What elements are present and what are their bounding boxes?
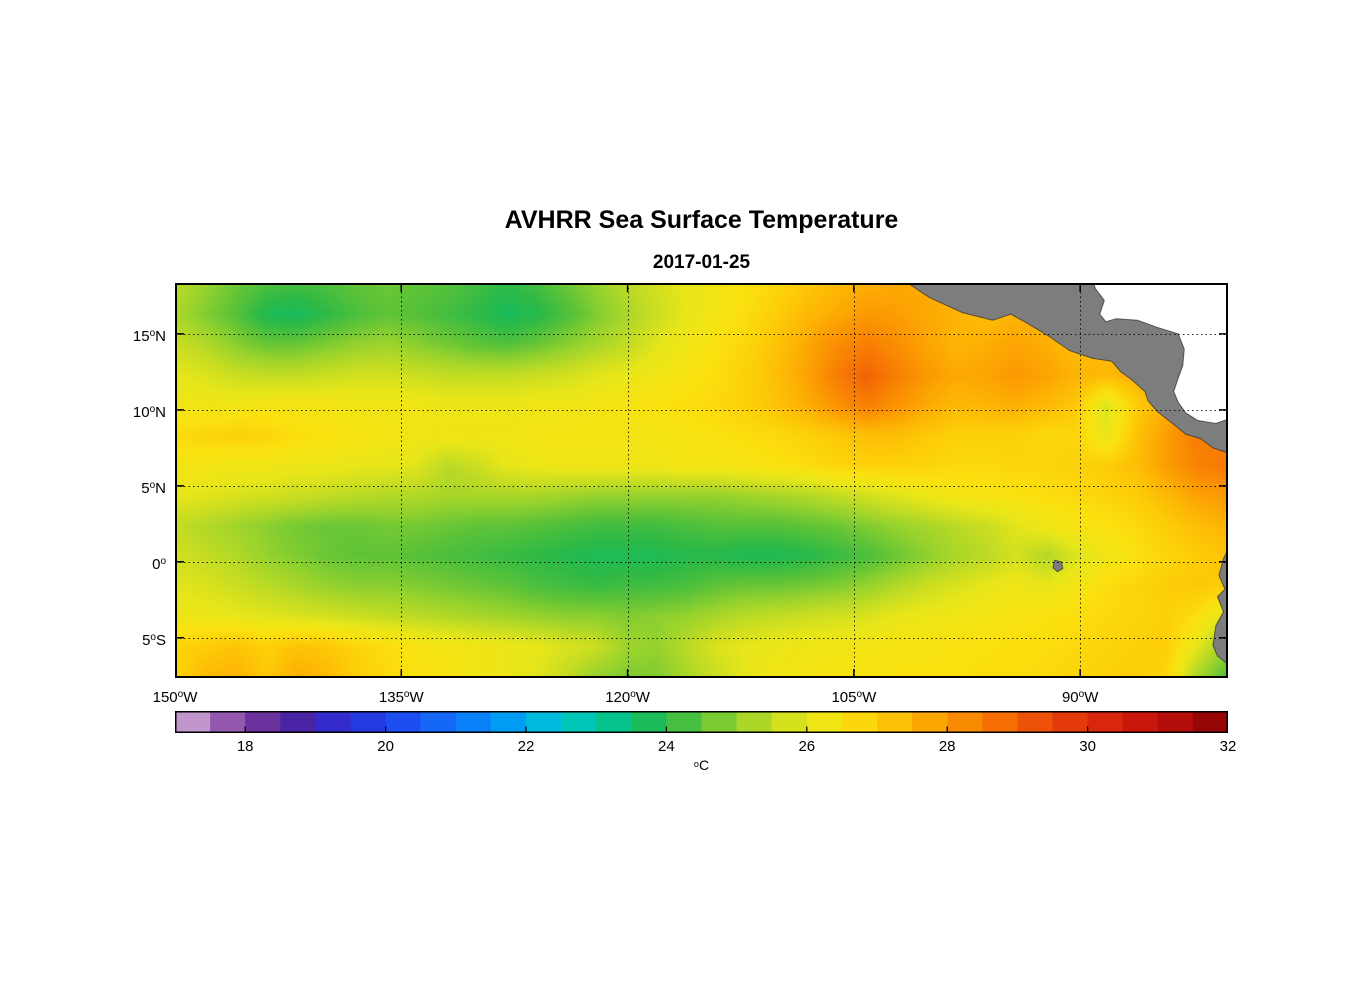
unit-letter: C	[698, 757, 710, 773]
x-tick-label: 120oW	[583, 686, 673, 707]
tick-text: N	[155, 327, 166, 345]
chart-title: AVHRR Sea Surface Temperature	[504, 206, 899, 234]
tick-text: N	[155, 479, 166, 497]
colorbar-tick-label: 24	[658, 738, 675, 755]
sst-heatmap-canvas	[175, 283, 1228, 678]
colorbar-tick-label: 20	[377, 738, 394, 755]
degree-mark: o	[1078, 689, 1085, 700]
x-tick-label: 150oW	[130, 686, 220, 707]
colorbar-tick-label: 22	[517, 738, 535, 755]
degree-mark: o	[149, 403, 156, 415]
tick-text: 10	[132, 403, 150, 421]
degree-mark: o	[693, 759, 699, 769]
colorbar-unit-label: oC	[175, 757, 1228, 773]
degree-mark: o	[177, 689, 184, 700]
tick-text: 5	[142, 631, 151, 649]
y-tick-label: 5oN	[102, 477, 166, 498]
degree-mark: o	[630, 689, 636, 700]
colorbar-tick-label: 26	[798, 738, 816, 755]
colorbar-tick-label: 30	[1079, 738, 1096, 755]
tick-text: W	[862, 689, 877, 706]
colorbar-tick-label: 18	[236, 738, 254, 755]
tick-text: 150	[152, 689, 178, 706]
colorbar-canvas	[175, 711, 1228, 733]
tick-text: 15	[132, 327, 150, 345]
x-tick-label: 135oW	[356, 686, 446, 707]
degree-mark: o	[149, 479, 156, 491]
tick-text: W	[183, 689, 198, 706]
tick-text: 135	[378, 689, 404, 706]
degree-mark: o	[149, 327, 156, 339]
degree-mark: o	[160, 555, 166, 567]
tick-text: 120	[605, 689, 631, 706]
degree-mark: o	[856, 689, 863, 700]
tick-text: W	[635, 689, 650, 706]
tick-text: W	[1084, 689, 1099, 706]
tick-text: 105	[831, 689, 857, 706]
y-tick-label: 15oN	[102, 325, 166, 346]
y-tick-label: 0o	[102, 553, 166, 574]
chart-date-subtitle: 2017-01-25	[652, 252, 751, 273]
x-tick-label: 90oW	[1035, 686, 1125, 707]
tick-text: 5	[141, 479, 150, 497]
colorbar-tick-label: 32	[1219, 738, 1237, 755]
tick-text: W	[409, 689, 424, 706]
degree-mark: o	[150, 631, 156, 643]
tick-text: S	[155, 631, 166, 649]
y-tick-label: 5oS	[102, 629, 166, 650]
y-tick-label: 10oN	[102, 401, 166, 422]
x-tick-label: 105oW	[809, 686, 899, 707]
degree-mark: o	[403, 689, 410, 700]
tick-text: N	[155, 403, 166, 421]
tick-text: 90	[1061, 689, 1079, 706]
tick-text: 0	[152, 555, 161, 573]
colorbar-tick-label: 28	[938, 738, 956, 755]
